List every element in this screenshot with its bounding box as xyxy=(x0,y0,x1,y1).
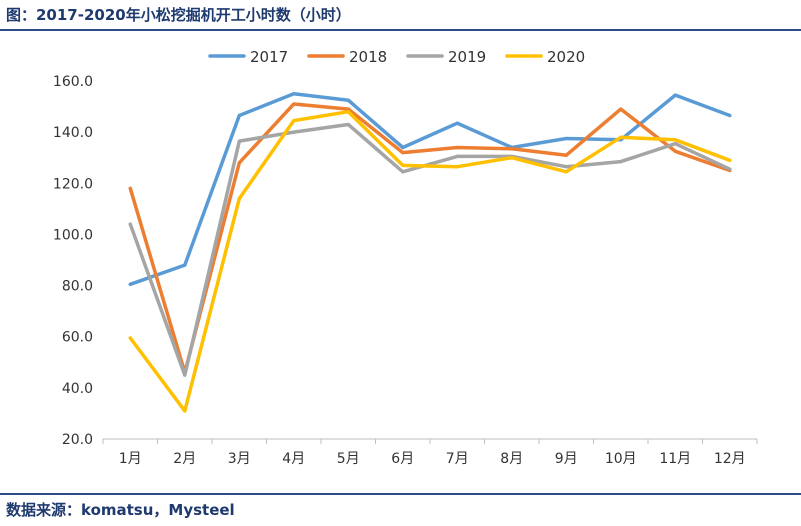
x-tick-label: 4月 xyxy=(282,451,305,467)
data-point xyxy=(128,336,132,340)
data-point xyxy=(128,282,132,286)
data-point xyxy=(292,130,296,134)
data-point xyxy=(346,122,350,127)
legend-label: 2019 xyxy=(448,48,486,66)
series-line-2018 xyxy=(128,102,732,375)
data-point xyxy=(401,170,405,174)
data-point xyxy=(564,165,568,169)
x-tick-label: 8月 xyxy=(500,451,523,467)
data-point xyxy=(128,186,132,190)
data-point xyxy=(237,197,241,201)
data-point xyxy=(183,409,187,413)
x-tick-label: 1月 xyxy=(119,451,142,467)
data-point xyxy=(401,163,405,167)
data-point xyxy=(237,139,241,143)
data-point xyxy=(728,167,732,171)
data-point xyxy=(455,121,459,125)
series-line-2020 xyxy=(128,109,732,413)
x-tick-label: 5月 xyxy=(337,451,360,467)
data-point xyxy=(728,158,732,162)
x-tick-label: 11月 xyxy=(659,451,691,467)
data-point xyxy=(237,161,241,165)
legend-label: 2020 xyxy=(547,48,585,66)
y-tick-label: 20.0 xyxy=(62,432,93,448)
data-point xyxy=(292,102,296,106)
x-tick-label: 10月 xyxy=(605,451,637,467)
data-point xyxy=(728,113,732,118)
source-note: 数据来源：komatsu，Mysteel xyxy=(6,501,235,519)
y-tick-label: 100.0 xyxy=(53,227,93,243)
chart-series xyxy=(128,92,732,413)
data-point xyxy=(237,113,241,118)
title-divider xyxy=(0,29,801,31)
data-point xyxy=(401,151,405,155)
y-tick-label: 80.0 xyxy=(62,279,93,295)
data-point xyxy=(401,145,405,150)
legend-label: 2017 xyxy=(250,48,288,66)
data-point xyxy=(619,160,623,164)
chart-legend: 2017 2018 2019 2020 xyxy=(208,48,585,66)
data-point xyxy=(619,107,623,111)
x-tick-label: 12月 xyxy=(714,451,746,467)
chart-axes: 1月 2月 3月 4月 5月 6月 7月 8月 9月 10月 11月 12月 20.0 40.0 60.0 8… xyxy=(53,74,758,467)
x-tick-label: 2月 xyxy=(173,451,196,467)
data-point xyxy=(292,119,296,123)
x-tick-label: 9月 xyxy=(555,451,578,467)
source-divider xyxy=(0,493,801,495)
data-point xyxy=(673,149,677,153)
x-tick-label: 7月 xyxy=(446,451,469,467)
x-tick-label: 3月 xyxy=(228,451,251,467)
legend-label: 2018 xyxy=(349,48,387,66)
data-point xyxy=(564,170,568,174)
series-line-2017 xyxy=(128,92,732,287)
data-point xyxy=(564,153,568,157)
data-point xyxy=(183,263,187,267)
data-point xyxy=(128,222,132,226)
data-point xyxy=(455,154,459,158)
y-tick-label: 60.0 xyxy=(62,330,93,346)
y-tick-label: 40.0 xyxy=(62,381,93,397)
data-point xyxy=(346,98,350,102)
data-point xyxy=(564,136,568,141)
figure-title: 图：2017-2020年小松挖掘机开工小时数（小时） xyxy=(6,6,351,24)
data-point xyxy=(510,147,514,151)
data-point xyxy=(455,165,459,169)
y-tick-label: 160.0 xyxy=(53,74,93,90)
data-point xyxy=(346,107,350,111)
data-point xyxy=(346,110,350,114)
series-line-2019 xyxy=(128,122,732,377)
data-point xyxy=(510,156,514,160)
data-point xyxy=(183,373,187,377)
data-point xyxy=(619,135,623,139)
data-point xyxy=(673,93,677,97)
y-tick-label: 120.0 xyxy=(53,176,93,192)
y-tick-label: 140.0 xyxy=(53,125,93,141)
data-point xyxy=(455,145,459,150)
data-point xyxy=(292,92,296,96)
data-point xyxy=(673,138,677,142)
x-tick-label: 6月 xyxy=(391,451,414,467)
data-point xyxy=(673,142,677,146)
